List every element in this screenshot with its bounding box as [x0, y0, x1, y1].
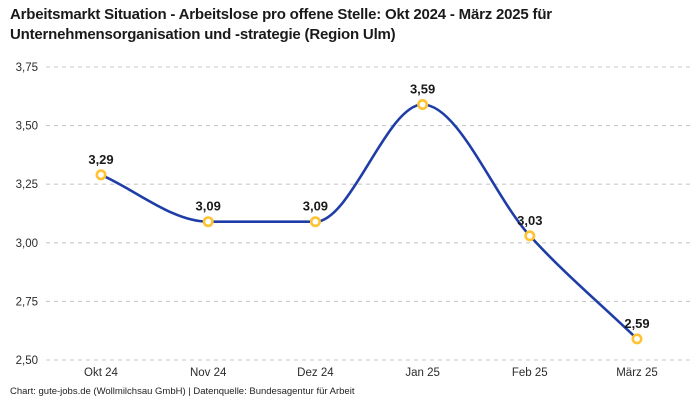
data-line [99, 103, 639, 341]
x-axis-tick-label: Feb 25 [512, 367, 548, 379]
data-point-label: 3,09 [303, 199, 328, 214]
y-axis-tick-label: 2,75 [16, 296, 38, 308]
data-point-marker [309, 216, 321, 228]
data-point-label: 2,59 [624, 316, 649, 331]
x-axis-tick-label: Jan 25 [405, 367, 440, 379]
y-axis-tick-label: 3,00 [16, 238, 38, 250]
chart-credit: Chart: gute-jobs.de (Wollmilchsau GmbH) … [10, 386, 355, 397]
y-axis-tick-label: 3,50 [16, 121, 38, 133]
data-point-marker [417, 99, 429, 111]
x-axis-tick-label: Nov 24 [190, 367, 227, 379]
y-axis-tick-label: 3,75 [16, 62, 38, 74]
data-point-label: 3,03 [517, 213, 542, 228]
data-point-label: 3,09 [196, 199, 221, 214]
data-point-marker [524, 230, 536, 242]
chart-title: Arbeitsmarkt Situation - Arbeitslose pro… [10, 6, 552, 44]
data-point-label: 3,29 [88, 152, 113, 167]
x-axis-tick-label: März 25 [616, 367, 658, 379]
y-axis-tick-label: 2,50 [16, 355, 38, 367]
data-point-marker [95, 169, 107, 181]
y-axis-tick-label: 3,25 [16, 179, 38, 191]
data-point-marker [631, 333, 643, 345]
x-axis-tick-label: Dez 24 [297, 367, 334, 379]
x-axis-tick-label: Okt 24 [84, 367, 118, 379]
data-point-marker [202, 216, 214, 228]
data-point-label: 3,59 [410, 82, 435, 97]
